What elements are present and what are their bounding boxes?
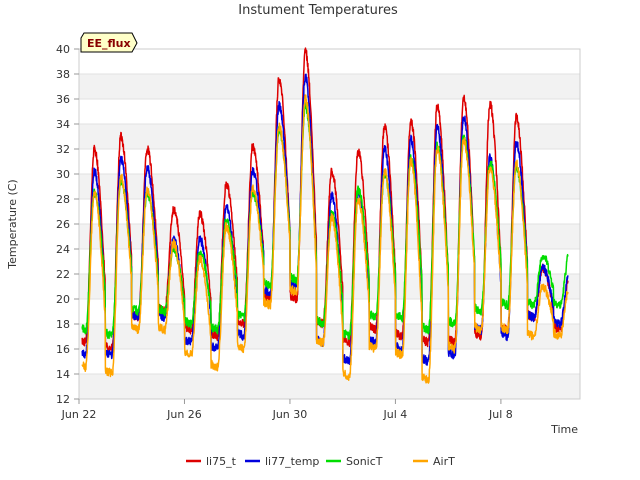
y-tick-label: 26 <box>56 218 70 231</box>
y-axis: 12 14 16 18 20 22 24 26 28 30 32 34 36 38 40 <box>56 43 79 406</box>
x-tick-label: Jun 26 <box>166 408 202 421</box>
x-tick-label: Jun 30 <box>272 408 308 421</box>
x-tick-label: Jul 8 <box>488 408 513 421</box>
chart-title: Instument Temperatures <box>238 3 398 18</box>
y-tick-label: 12 <box>56 393 70 406</box>
y-tick-label: 34 <box>56 118 70 131</box>
grid-band <box>79 274 580 299</box>
grid-band <box>79 74 580 99</box>
y-tick-label: 18 <box>56 318 70 331</box>
y-tick-label: 14 <box>56 368 70 381</box>
y-tick-label: 32 <box>56 143 70 156</box>
series-line-AirT <box>81 94 569 384</box>
grid-band <box>79 374 580 399</box>
x-axis-label: Time <box>550 423 578 436</box>
y-tick-label: 20 <box>56 293 70 306</box>
y-tick-label: 24 <box>56 243 70 256</box>
badge-shape <box>80 32 138 53</box>
badge-label: EE_flux <box>87 37 131 50</box>
series-lines <box>81 47 569 384</box>
x-tick-label: Jul 4 <box>383 408 408 421</box>
y-tick-label: 38 <box>56 68 70 81</box>
legend: li75_t li77_temp SonicT AirT <box>186 455 455 468</box>
legend-label-li77_temp: li77_temp <box>265 455 319 468</box>
y-axis-label: Temperature (C) <box>6 179 19 269</box>
y-tick-label: 40 <box>56 43 70 56</box>
site-badge: EE_flux <box>80 32 138 53</box>
legend-label-SonicT: SonicT <box>346 455 383 468</box>
y-tick-label: 22 <box>56 268 70 281</box>
legend-label-AirT: AirT <box>433 455 455 468</box>
y-tick-label: 30 <box>56 168 70 181</box>
y-tick-label: 36 <box>56 93 70 106</box>
y-tick-label: 16 <box>56 343 70 356</box>
grid-band <box>79 124 580 149</box>
x-tick-label: Jun 22 <box>61 408 97 421</box>
x-axis: Jun 22 Jun 26 Jun 30 Jul 4 Jul 8 <box>61 399 513 421</box>
legend-label-li75_t: li75_t <box>206 455 237 468</box>
y-tick-label: 28 <box>56 193 70 206</box>
